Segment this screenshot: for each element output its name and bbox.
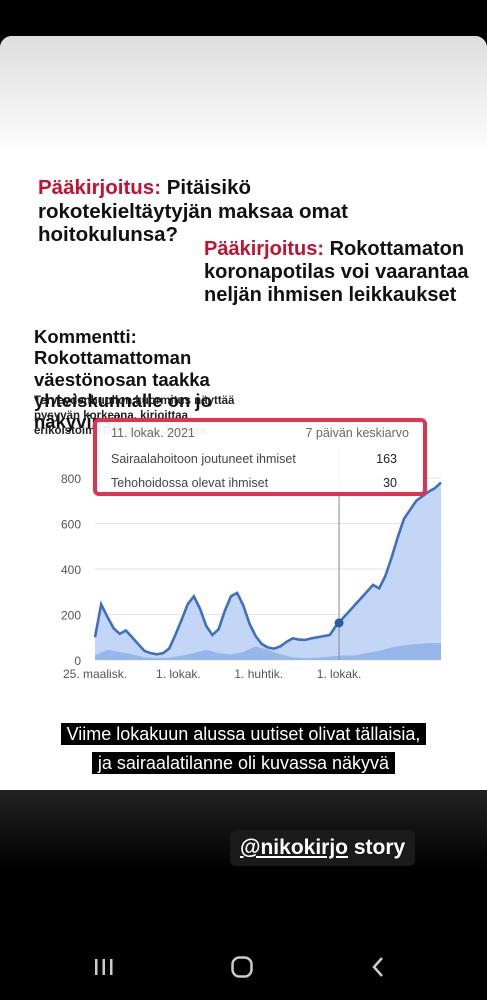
tooltip-row-icu: Tehohoidossa olevat ihmiset 30 xyxy=(111,476,397,490)
y-tick-label: 200 xyxy=(61,609,81,623)
headline-2-text: Rokottamaton koronapotilas voi vaarantaa… xyxy=(204,238,469,306)
hospitalized-area xyxy=(95,482,441,660)
tooltip-row-label: Tehohoidossa olevat ihmiset xyxy=(111,476,269,490)
card-top-shade xyxy=(0,36,487,156)
y-tick-label: 600 xyxy=(61,518,81,532)
home-icon xyxy=(231,956,253,978)
recent-apps-button[interactable] xyxy=(84,952,124,982)
icu-area xyxy=(95,642,441,660)
tooltip-row-value: 163 xyxy=(376,452,397,466)
x-tick-label: 25. maalisk. xyxy=(63,667,127,681)
x-tick-label: 1. lokak. xyxy=(317,667,362,681)
recent-apps-icon xyxy=(95,959,113,975)
hospitalized-line xyxy=(93,481,442,656)
tooltip-average-label: 7 päivän keskiarvo xyxy=(305,426,409,440)
headline-3: Kommentti: Rokottamattoman väestönosan t… xyxy=(34,326,212,433)
caption-line-1: Viime lokakuun alussa uutiset olivat täl… xyxy=(60,723,427,745)
back-icon xyxy=(372,957,383,977)
mention-suffix: story xyxy=(348,836,406,859)
tooltip-date: 11. lokak. 2021 xyxy=(111,426,195,440)
headline-2: Pääkirjoitus: Rokottamaton koronapotilas… xyxy=(204,238,474,307)
tooltip-row-value: 30 xyxy=(383,476,397,490)
story-caption: Viime lokakuun alussa uutiset olivat täl… xyxy=(0,720,487,778)
screenshot-card: Pääkirjoitus: Pitäisikö rokotekieltäytyj… xyxy=(0,36,487,790)
y-tick-label: 800 xyxy=(61,472,81,486)
highlight-point xyxy=(334,618,344,628)
tooltip-row-hospitalized: Sairaalahoitoon joutuneet ihmiset 163 xyxy=(111,452,397,466)
mention-handle: @nikokirjo xyxy=(240,836,348,859)
back-button[interactable] xyxy=(358,952,398,982)
x-tick-label: 1. lokak. xyxy=(156,667,201,681)
headline-1-text: Pitäisikö rokotekieltäytyjän maksaa omat… xyxy=(38,176,348,247)
caption-line-2: ja sairaalatilanne oli kuvassa näkyvä xyxy=(91,751,396,774)
headline-2-label: Pääkirjoitus: xyxy=(204,238,325,260)
y-tick-label: 0 xyxy=(74,654,81,668)
hospital-chart: 0 200 400 600 800 25. maalisk. 1. lokak. 1. huh… xyxy=(61,448,442,681)
headline-1: Pääkirjoitus: Pitäisikö rokotekieltäytyj… xyxy=(38,176,368,247)
headline-1-label: Pääkirjoitus: xyxy=(38,176,162,199)
chart-tooltip: 11. lokak. 2021 7 päivän keskiarvo Saira… xyxy=(93,418,427,496)
tooltip-row-label: Sairaalahoitoon joutuneet ihmiset xyxy=(111,452,296,466)
x-tick-label: 1. huhtik. xyxy=(234,667,283,681)
story-mention-sticker[interactable]: @nikokirjo story xyxy=(230,830,416,866)
home-button[interactable] xyxy=(222,952,262,982)
y-tick-label: 400 xyxy=(61,563,81,577)
